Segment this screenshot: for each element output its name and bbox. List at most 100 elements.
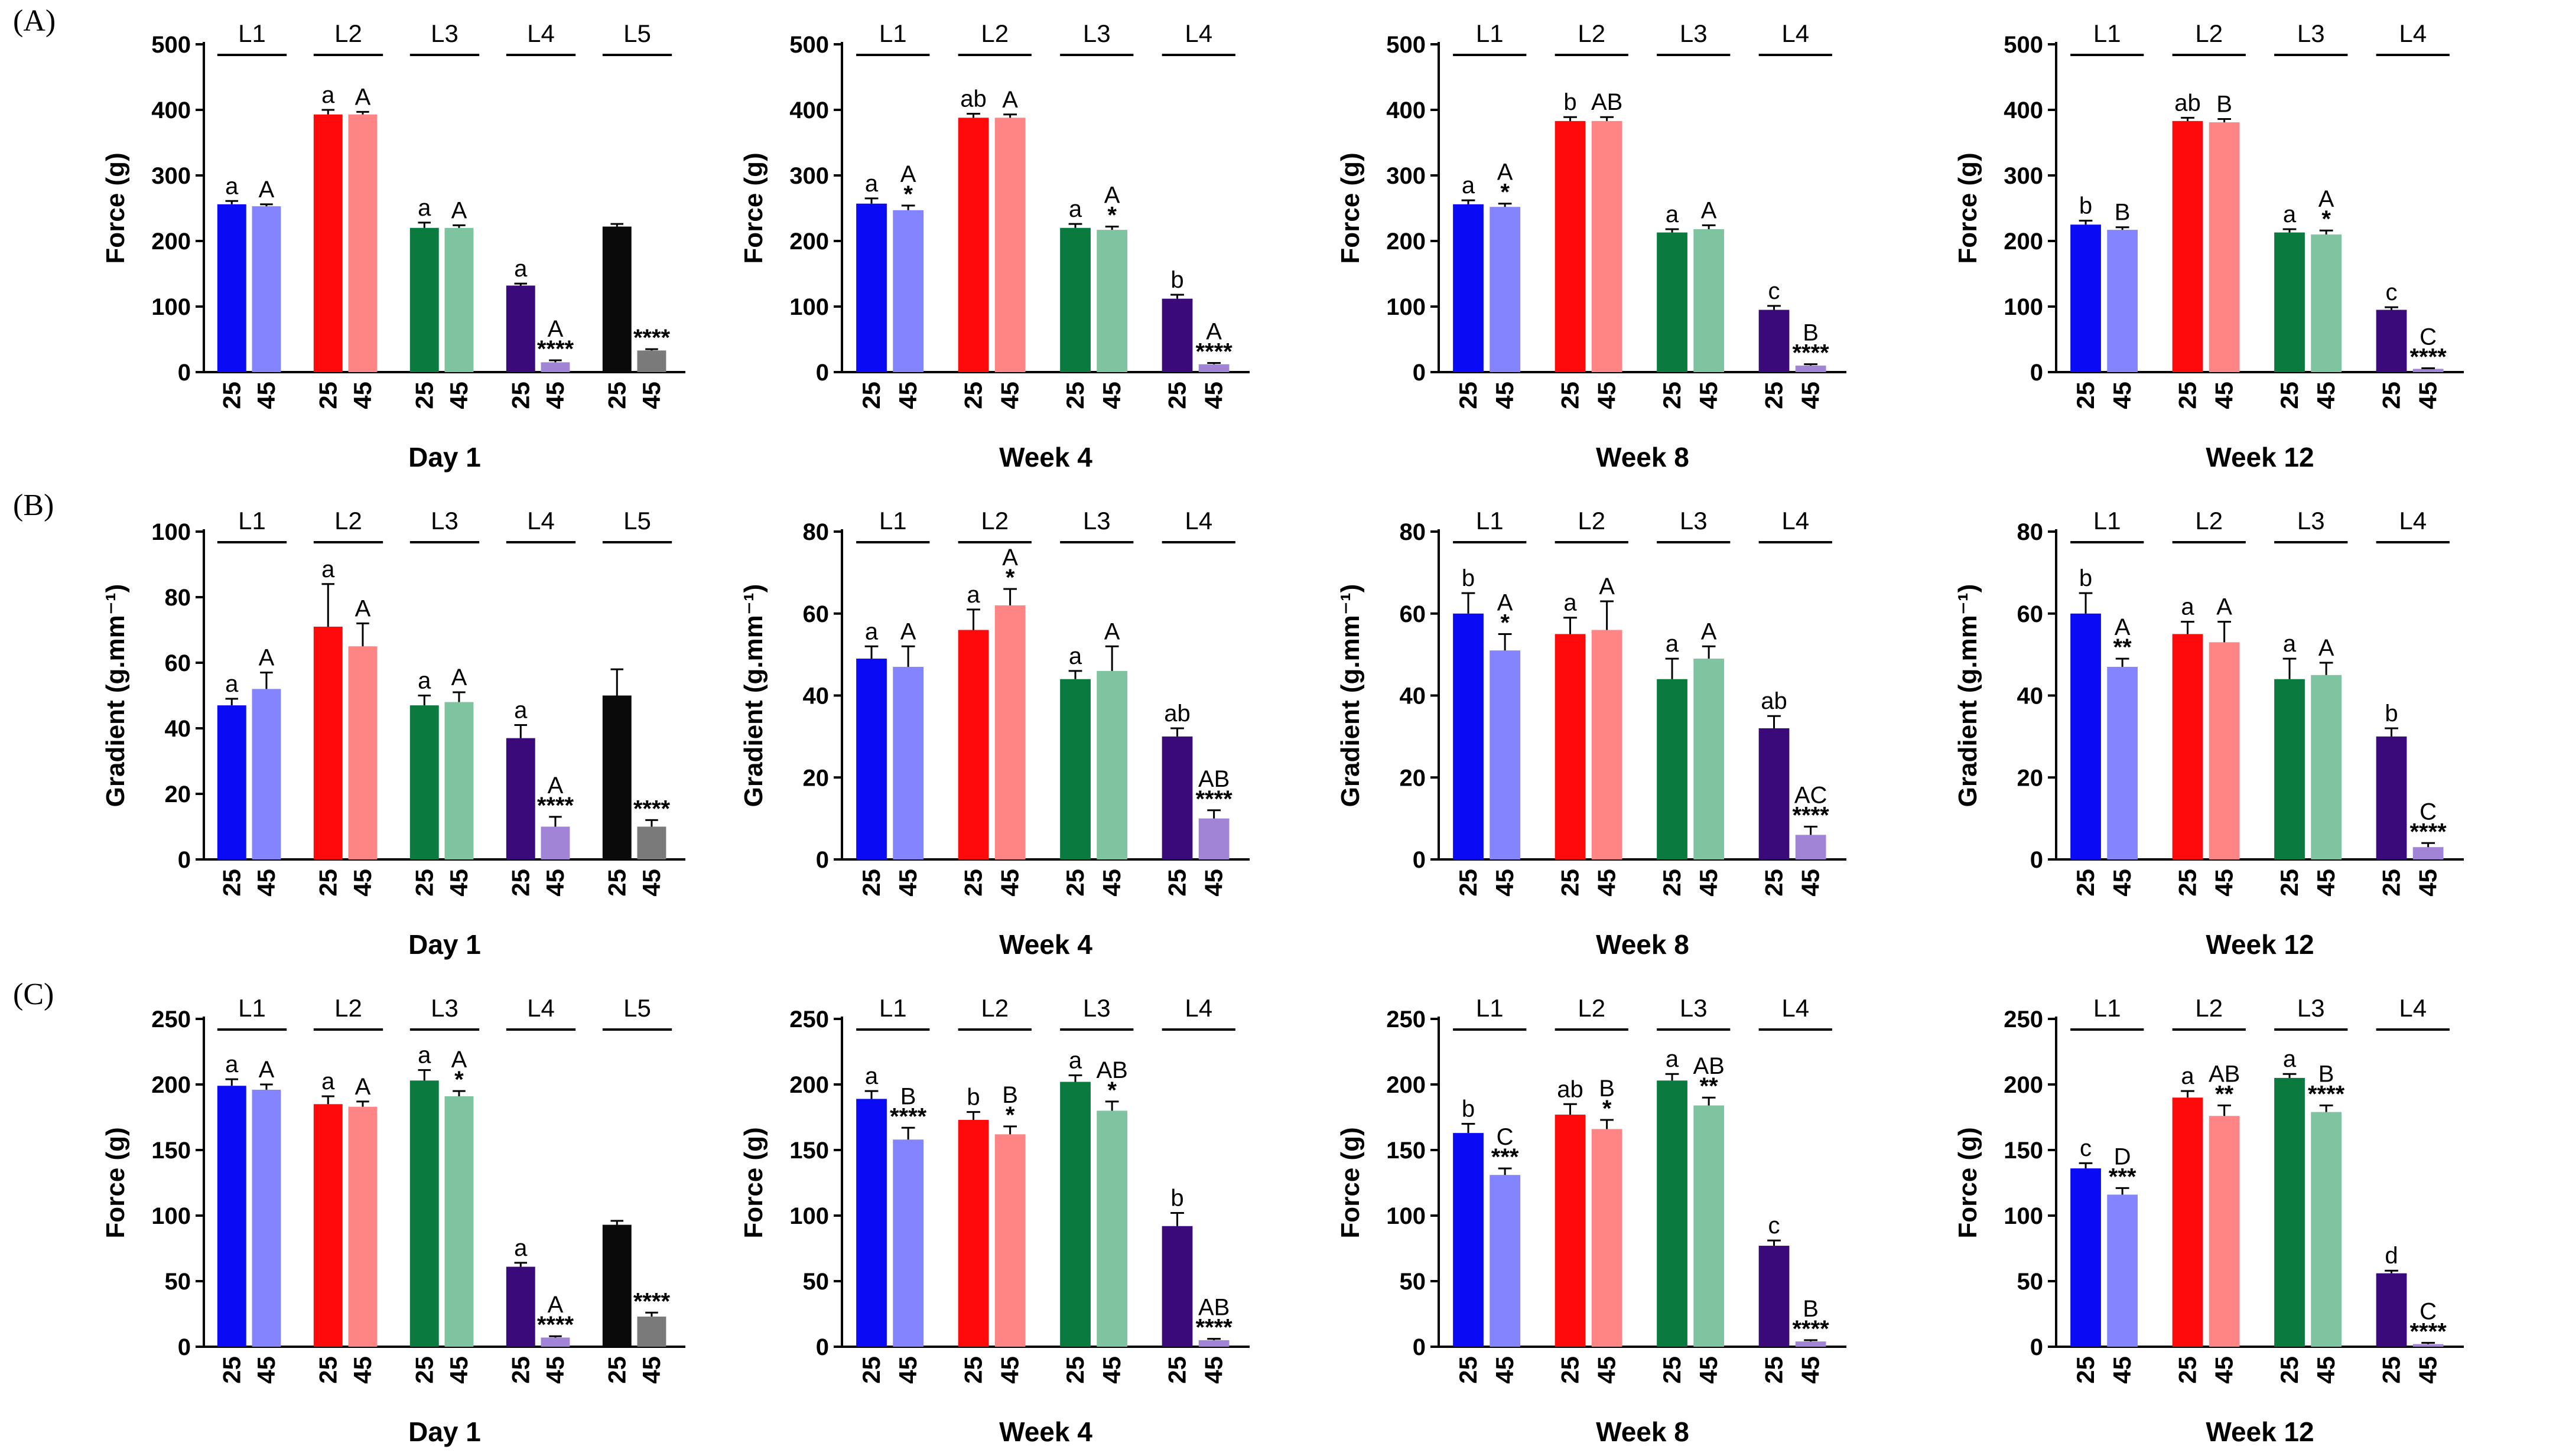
bar: [1453, 204, 1484, 372]
significance-letter: a: [514, 697, 528, 723]
bar: [2376, 1273, 2407, 1347]
bar: [313, 626, 343, 859]
significance-stars: *: [2321, 206, 2331, 232]
significance-stars: ****: [2308, 1082, 2345, 1108]
y-tick-label: 0: [816, 847, 829, 873]
bar: [2107, 1194, 2138, 1347]
significance-letter: A: [355, 84, 371, 110]
group-label: L5: [623, 19, 651, 47]
significance-letter: ab: [960, 86, 987, 112]
group-label: L3: [431, 994, 458, 1022]
significance-letter: c: [1768, 1213, 1780, 1239]
significance-letter: a: [321, 1069, 335, 1095]
bar: [506, 285, 535, 372]
group-label: L2: [334, 994, 362, 1022]
bar: [1198, 818, 1230, 859]
x-tick-label: 45: [1797, 382, 1825, 409]
y-tick-label: 0: [2030, 1334, 2043, 1360]
x-tick-label: 25: [1658, 1356, 1686, 1384]
bar: [2274, 1077, 2305, 1347]
x-tick-label: 25: [1760, 869, 1788, 897]
x-tick-label: 45: [2312, 869, 2340, 897]
bar: [2107, 666, 2138, 859]
x-tick-label: 45: [1098, 869, 1126, 897]
significance-letter: a: [225, 1051, 239, 1077]
significance-stars: ****: [537, 336, 574, 362]
significance-letter: A: [2318, 186, 2334, 212]
bar: [1490, 1175, 1520, 1347]
y-tick-label: 150: [789, 1138, 829, 1164]
bar: [856, 659, 887, 859]
y-tick-label: 20: [2017, 765, 2044, 791]
bar: [541, 1337, 570, 1347]
bar: [348, 646, 378, 859]
significance-letter: a: [2181, 594, 2194, 620]
y-tick-label: 80: [803, 519, 830, 545]
group-label: L1: [2093, 507, 2121, 535]
bar: [506, 738, 535, 859]
significance-letter: A: [2318, 635, 2334, 661]
x-tick-label: 45: [1200, 869, 1228, 897]
y-tick-label: 100: [1386, 294, 1426, 320]
group-label: L2: [1578, 507, 1605, 535]
x-tick-label: 25: [2275, 1356, 2303, 1384]
y-axis-title: Force (g): [739, 152, 768, 263]
x-tick-label: 25: [960, 1356, 987, 1384]
group-label: L2: [2195, 19, 2223, 47]
y-tick-label: 150: [1386, 1138, 1426, 1164]
significance-letter: b: [967, 1084, 980, 1110]
significance-stars: ****: [2409, 1318, 2447, 1344]
bar: [2209, 122, 2240, 372]
y-tick-label: 20: [803, 765, 830, 791]
x-tick-label: 45: [1593, 1356, 1621, 1384]
bar: [1758, 728, 1790, 859]
bar: [252, 206, 281, 372]
bar: [1162, 1226, 1193, 1347]
significance-letter: a: [321, 82, 335, 108]
significance-letter: C: [2420, 799, 2437, 825]
significance-letter: a: [2181, 1063, 2194, 1089]
significance-letter: ab: [1557, 1076, 1583, 1102]
significance-stars: *: [1006, 565, 1015, 591]
y-tick-label: 100: [2004, 1203, 2043, 1229]
significance-letter: c: [2080, 1135, 2092, 1161]
significance-letter: B: [2216, 92, 2232, 118]
x-tick-label: 25: [1760, 382, 1788, 409]
bar: [1453, 1133, 1484, 1347]
significance-letter: A: [355, 595, 371, 621]
y-tick-label: 300: [1386, 163, 1426, 189]
significance-stars: *: [1006, 1102, 1015, 1128]
y-tick-label: 400: [1386, 97, 1426, 123]
significance-letter: a: [418, 668, 431, 694]
x-tick-label: 25: [1658, 869, 1686, 897]
bar: [1097, 1110, 1127, 1347]
significance-letter: A: [1002, 87, 1018, 113]
x-tick-label: 25: [2275, 382, 2303, 409]
y-tick-label: 80: [1400, 519, 1426, 545]
x-axis-title: Week 8: [1596, 1416, 1689, 1447]
significance-stars: *: [1500, 180, 1510, 206]
group-label: L3: [1083, 19, 1111, 47]
significance-letter: A: [1206, 318, 1222, 344]
bar: [2412, 369, 2444, 372]
y-tick-label: 60: [2017, 601, 2044, 627]
x-tick-label: 45: [445, 869, 473, 897]
x-tick-label: 25: [410, 382, 438, 409]
y-tick-label: 200: [151, 229, 191, 255]
significance-letter: a: [418, 1043, 431, 1069]
bar: [1795, 1341, 1826, 1347]
bar: [1591, 120, 1622, 372]
significance-letter: A: [2216, 594, 2232, 620]
significance-stars: **: [2215, 1082, 2234, 1108]
x-tick-label: 45: [2108, 1356, 2136, 1384]
group-label: L3: [431, 507, 458, 535]
significance-stars: *: [1107, 1077, 1117, 1103]
x-tick-label: 25: [217, 869, 245, 897]
y-tick-label: 150: [2004, 1138, 2043, 1164]
x-tick-label: 25: [1760, 1356, 1788, 1384]
x-tick-label: 45: [2414, 1356, 2442, 1384]
significance-letter: A: [1701, 618, 1717, 644]
x-axis-title: Week 12: [2206, 442, 2314, 473]
